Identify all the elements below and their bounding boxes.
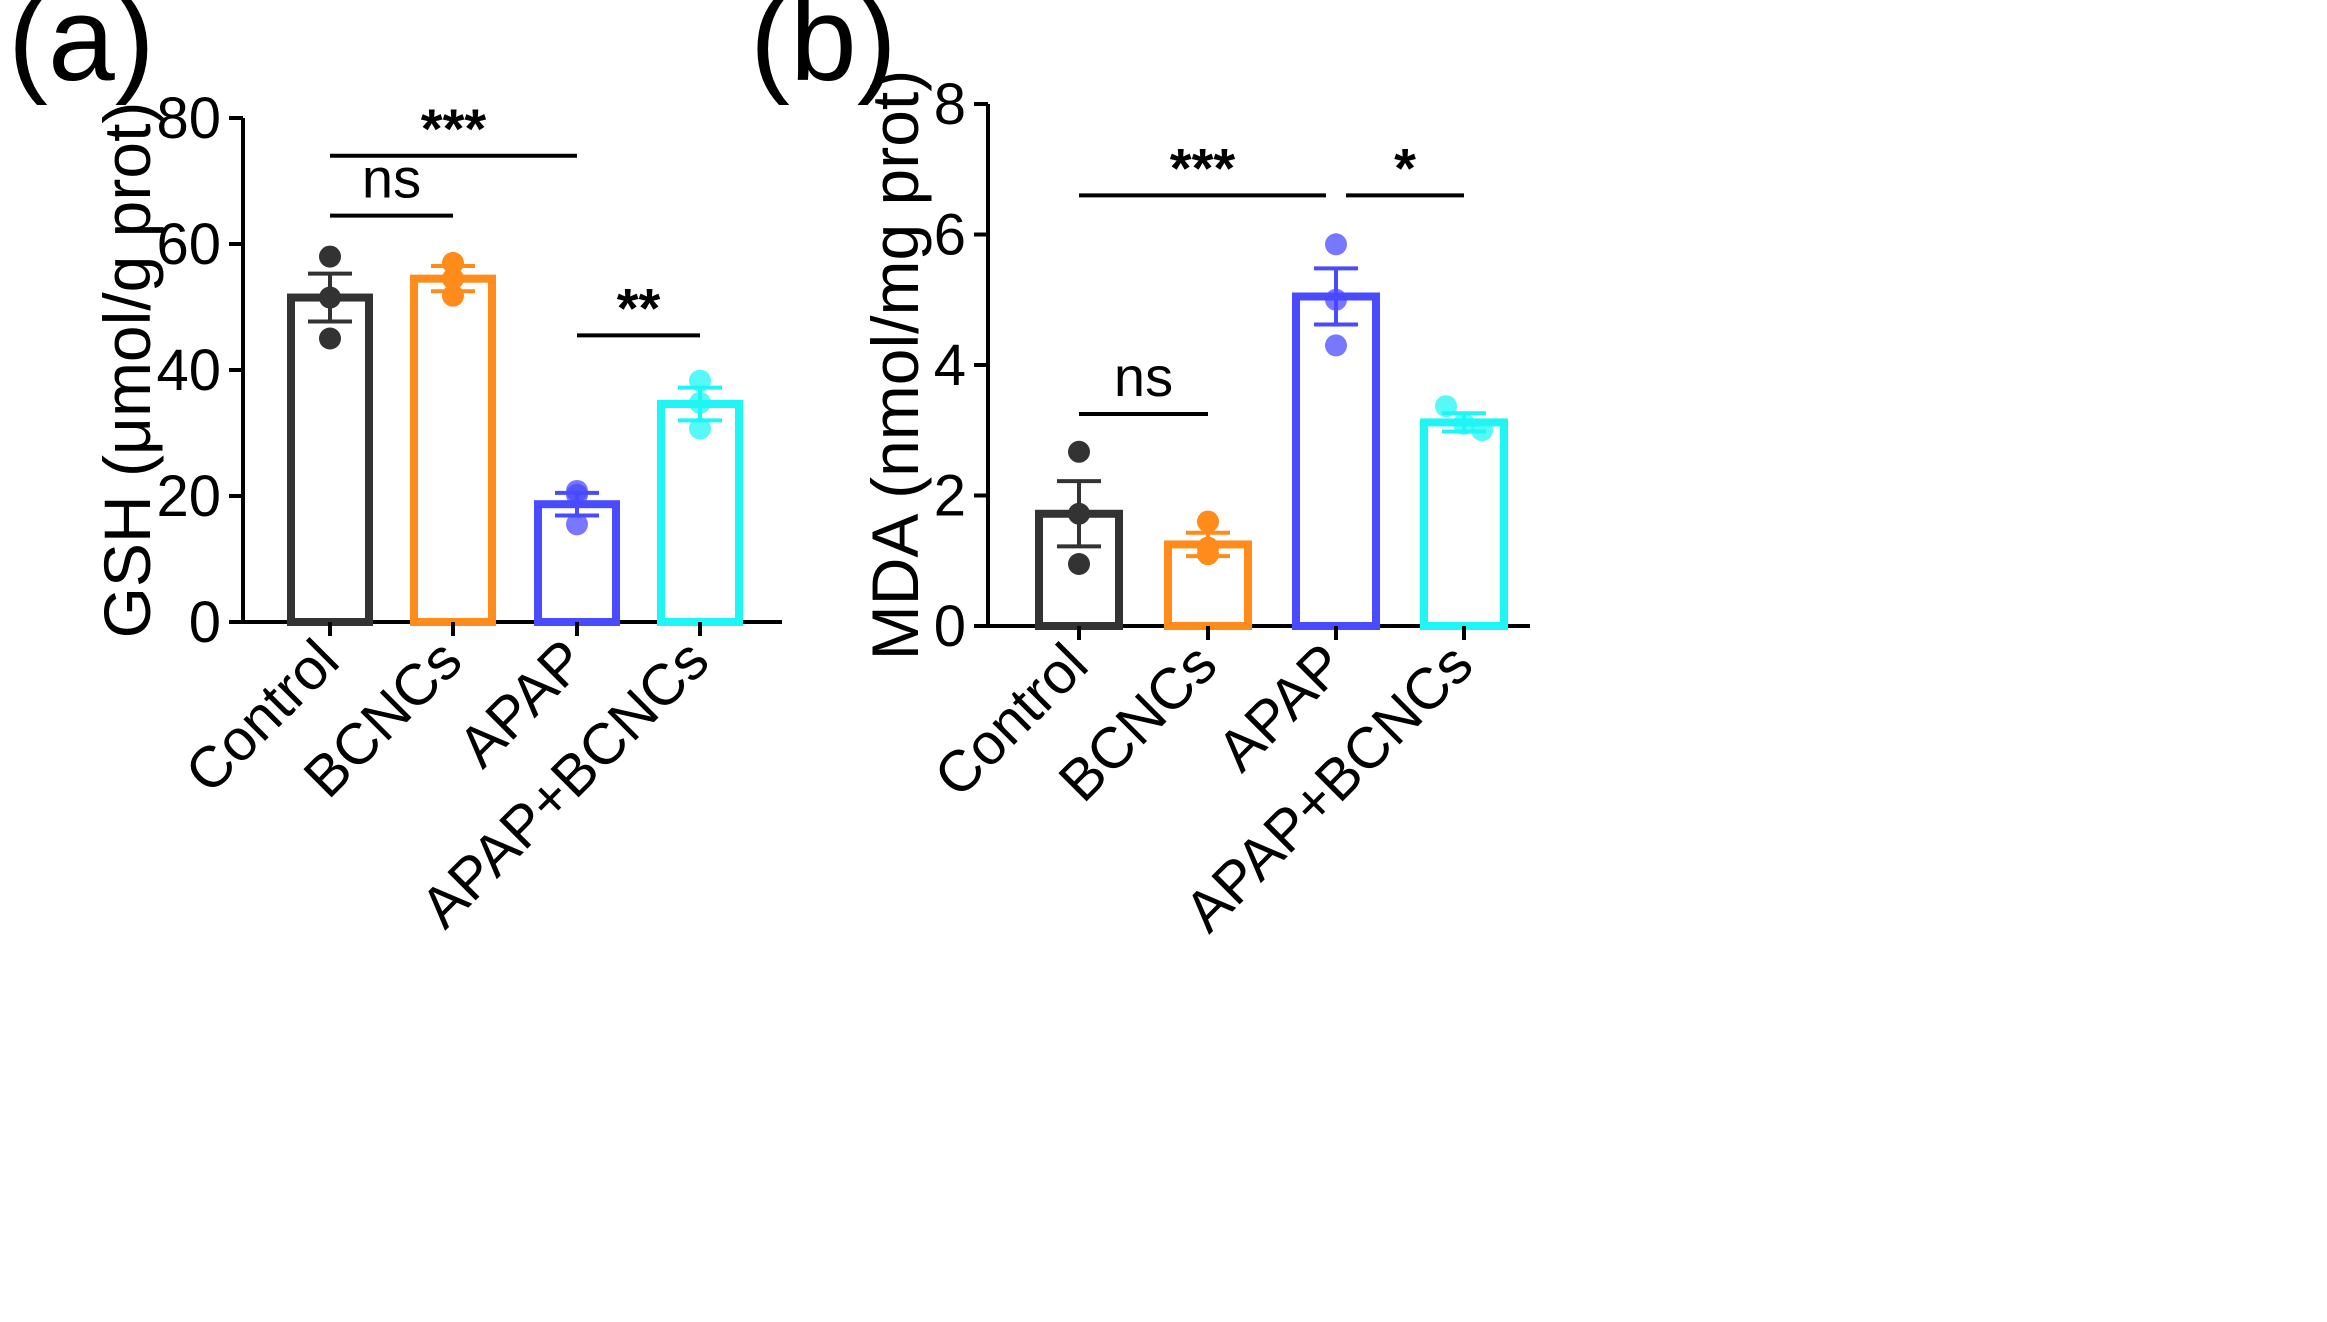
y-tick-label: 6: [934, 203, 966, 268]
data-point-Control: [1068, 553, 1090, 576]
y-tick-label: 0: [189, 590, 221, 655]
y-tick-label: 2: [934, 464, 966, 529]
y-tick-label: 60: [156, 212, 221, 277]
y-tick-label: 80: [156, 86, 221, 151]
panel-a: (a)GSH (μmol/g prot) 020406080ControlBCNC…: [8, 0, 782, 940]
bar-BCNCs: [410, 274, 496, 626]
data-point-APAP: [1325, 334, 1347, 357]
y-tick-label: 20: [156, 464, 221, 529]
data-point-Control: [319, 327, 341, 350]
bar-APAP+BCNCs: [1420, 418, 1508, 631]
panel-b: (b)MDA (nmol/mg prot) 02468ControlBCNCsAP…: [750, 0, 1530, 944]
data-point-Control: [319, 245, 341, 268]
y-tick-label: 40: [156, 338, 221, 403]
data-point-APAP+BCNCs: [1471, 419, 1493, 442]
data-point-BCNCs: [442, 251, 464, 274]
y-tick-label: 0: [934, 594, 966, 659]
data-point-Control: [319, 286, 341, 309]
data-point-BCNCs: [1197, 543, 1219, 566]
data-point-Control: [1068, 440, 1090, 463]
data-point-APAP+BCNCs: [689, 391, 711, 414]
y-axis-title: MDA (nmol/mg prot): [858, 70, 932, 660]
y-tick-label: 8: [934, 72, 966, 137]
significance-label: *: [1394, 136, 1416, 199]
significance-label: ***: [421, 97, 487, 160]
data-point-BCNCs: [442, 267, 464, 290]
significance-label: **: [617, 276, 661, 339]
significance-label: ns: [1114, 345, 1173, 408]
data-point-APAP+BCNCs: [689, 417, 711, 440]
y-axis-title: GSH (μmol/g prot): [90, 102, 164, 639]
significance-label: ***: [1170, 136, 1236, 199]
data-point-BCNCs: [1197, 510, 1219, 533]
data-point-APAP+BCNCs: [1435, 395, 1457, 418]
data-point-APAP: [566, 513, 588, 536]
panel-label: (a): [8, 0, 155, 106]
panel-label: (b): [750, 0, 897, 106]
data-point-APAP: [1325, 233, 1347, 256]
data-point-Control: [1068, 502, 1090, 525]
y-tick-label: 4: [934, 333, 966, 398]
data-point-BCNCs: [442, 284, 464, 307]
data-point-APAP: [566, 483, 588, 506]
data-point-APAP: [1325, 288, 1347, 311]
data-point-APAP+BCNCs: [689, 369, 711, 392]
data-point-APAP+BCNCs: [1453, 412, 1475, 435]
